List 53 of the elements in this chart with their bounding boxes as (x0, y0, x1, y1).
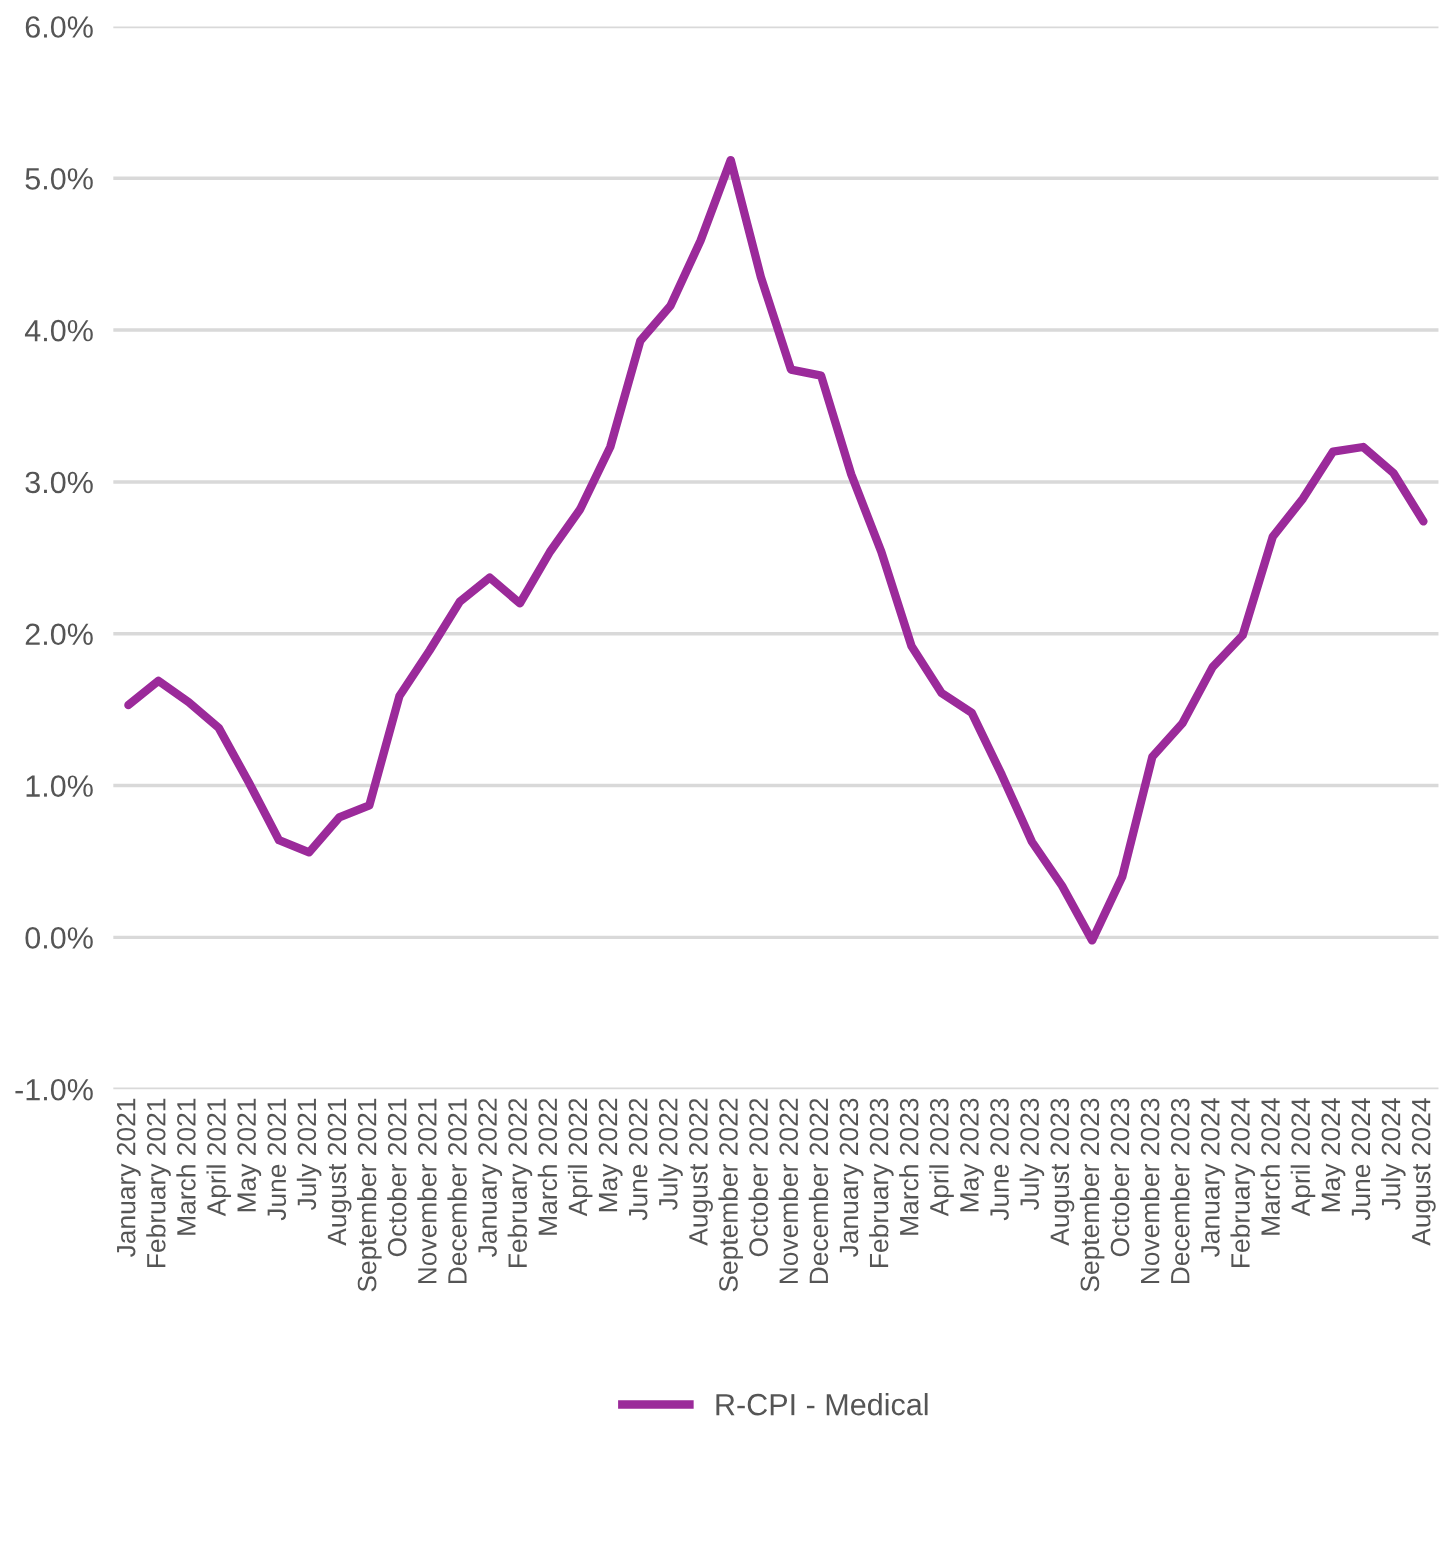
x-tick-label: February 2022 (507, 1098, 533, 1267)
x-tick-label: August 2023 (1050, 1098, 1075, 1246)
x-tick-label: May 2022 (598, 1098, 623, 1212)
x-tick-label: July 2022 (658, 1098, 683, 1211)
x-tick-label: January 2022 (478, 1098, 503, 1258)
x-tick-label: July 2023 (1019, 1098, 1045, 1211)
x-tick-label: October 2022 (748, 1098, 768, 1257)
x-tick-label: April 2021 (206, 1098, 232, 1217)
legend-label: R-CPI - Medical (716, 1393, 928, 1416)
x-tick-label: December 2022 (808, 1098, 829, 1284)
x-tick-label: September 2022 (718, 1098, 744, 1292)
y-tick-label: 2.0% (25, 623, 93, 646)
x-tick-label: May 2024 (1321, 1098, 1346, 1212)
x-tick-label: April 2023 (929, 1098, 954, 1217)
x-tick-label: March 2024 (1260, 1098, 1280, 1235)
y-tick-label: 6.0% (25, 16, 93, 38)
y-tick-label: -1.0% (15, 1078, 93, 1101)
y-tick-label: 4.0% (24, 319, 93, 342)
x-tick-label: December 2021 (447, 1098, 467, 1284)
x-tick-label: June 2023 (990, 1098, 1009, 1221)
x-tick-label: January 2023 (839, 1098, 864, 1258)
x-tick-label: September 2021 (357, 1098, 382, 1292)
x-tick-label: October 2023 (1109, 1098, 1130, 1257)
x-tick-label: November 2023 (1140, 1098, 1160, 1284)
x-tick-label: February 2024 (1230, 1098, 1256, 1267)
x-tick-label: December 2023 (1170, 1098, 1190, 1284)
x-tick-label: July 2021 (296, 1098, 322, 1211)
y-tick-label: 5.0% (25, 168, 93, 190)
x-tick-label: June 2021 (267, 1098, 287, 1221)
x-tick-label: May 2023 (960, 1098, 984, 1212)
y-tick-label: 3.0% (25, 471, 93, 494)
y-tick-label: 1.0% (26, 775, 93, 797)
x-tick-label: January 2021 (116, 1098, 141, 1258)
x-tick-label: June 2024 (1351, 1098, 1371, 1221)
x-tick-label: May 2021 (237, 1098, 262, 1212)
x-tick-label: August 2022 (689, 1098, 713, 1246)
x-tick-label: November 2021 (417, 1098, 437, 1284)
y-tick-label: 0.0% (25, 927, 93, 949)
x-tick-label: April 2024 (1290, 1098, 1316, 1217)
x-tick-label: January 2024 (1200, 1098, 1225, 1258)
x-tick-label: April 2022 (567, 1098, 593, 1217)
x-tick-label: March 2023 (899, 1098, 919, 1235)
x-tick-label: November 2022 (778, 1098, 799, 1284)
x-tick-label: July 2024 (1381, 1098, 1406, 1211)
x-tick-label: October 2021 (387, 1098, 407, 1257)
x-tick-label: June 2022 (628, 1098, 648, 1221)
x-tick-label: March 2022 (537, 1098, 558, 1235)
x-tick-label: August 2024 (1411, 1098, 1436, 1246)
x-tick-label: August 2021 (327, 1098, 352, 1246)
x-tick-label: February 2021 (146, 1098, 171, 1267)
x-tick-label: March 2021 (176, 1098, 196, 1235)
x-tick-label: September 2023 (1079, 1098, 1105, 1292)
x-tick-label: February 2023 (869, 1098, 894, 1267)
